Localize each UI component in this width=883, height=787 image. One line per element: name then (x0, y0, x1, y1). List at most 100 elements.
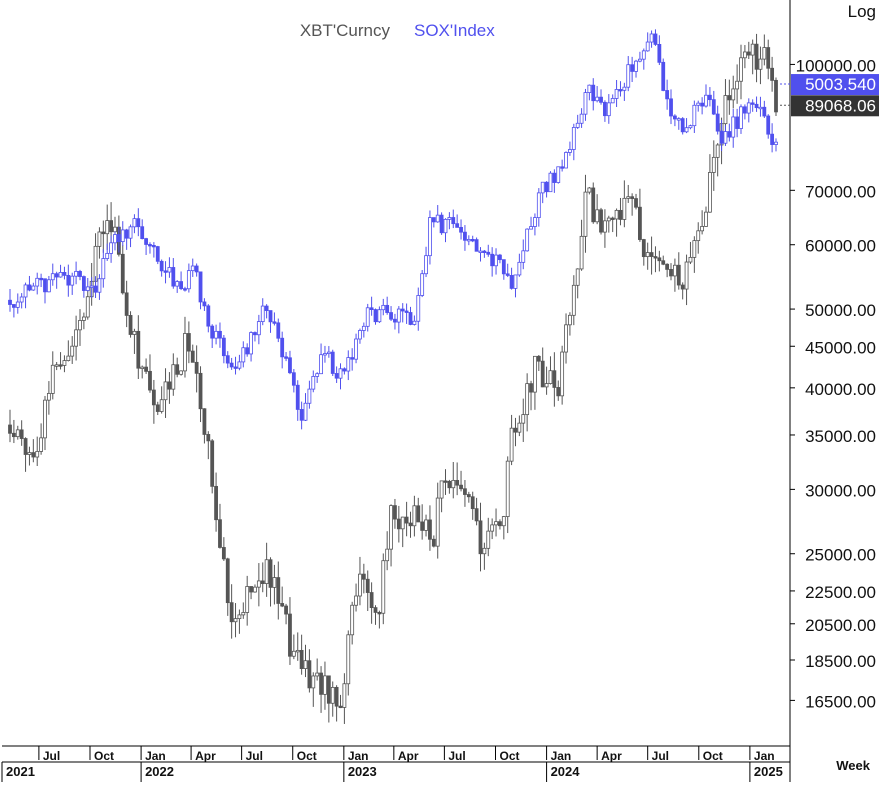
candle-body (233, 366, 238, 369)
candle (31, 282, 36, 291)
candle (116, 226, 121, 253)
candle-body (482, 250, 487, 253)
candle-body (653, 33, 658, 45)
y-tick-label: 50000.00 (805, 301, 876, 320)
candle-body (521, 414, 526, 424)
candle-body (214, 485, 218, 521)
candle-body (210, 325, 215, 339)
candle (241, 602, 246, 619)
candle-body (455, 223, 460, 228)
candle (704, 84, 708, 108)
candle (544, 366, 549, 395)
candle-body (735, 116, 740, 129)
candle-body (774, 79, 778, 113)
y-tick-label: 100000.00 (796, 56, 876, 75)
month-label: Jan (348, 749, 369, 763)
candle (291, 634, 296, 660)
candle (225, 351, 230, 369)
month-label: Apr (195, 749, 216, 763)
candle (365, 303, 370, 332)
candle (610, 94, 615, 104)
candle-body (533, 355, 537, 393)
candle (361, 563, 366, 594)
candle-body (424, 255, 428, 275)
candle-body (136, 218, 141, 228)
candle-body (163, 270, 168, 273)
candle-body (435, 497, 440, 547)
candle-body (509, 427, 514, 462)
candle (606, 94, 611, 124)
candle-body (323, 353, 327, 356)
candle (288, 350, 292, 375)
candle-body (299, 409, 304, 421)
candle-body (249, 586, 253, 593)
candle-body (39, 437, 44, 452)
candle (389, 306, 393, 322)
candle (704, 206, 708, 227)
candle (478, 247, 483, 262)
candle (78, 309, 82, 346)
period-label: Week (836, 758, 870, 773)
candle-body (579, 113, 584, 124)
candle-body (599, 96, 603, 103)
candle (303, 644, 308, 678)
candle (140, 219, 145, 240)
candle-body (723, 95, 728, 125)
candle (210, 439, 215, 494)
candle (610, 216, 615, 233)
candle (11, 304, 16, 318)
candle (319, 666, 323, 713)
candle (416, 287, 421, 331)
candle-body (466, 494, 471, 498)
candle-body (451, 217, 456, 225)
candle (311, 672, 316, 707)
candle-body (571, 284, 576, 316)
candle (595, 86, 600, 103)
candle (171, 353, 176, 396)
candle-body (97, 278, 102, 293)
candle (692, 236, 697, 273)
candle-body (540, 360, 545, 388)
candle (163, 368, 168, 418)
candle-body (626, 196, 631, 199)
candle-body (93, 285, 98, 293)
candle (101, 220, 106, 253)
candle (494, 508, 498, 537)
candle-body (323, 675, 327, 695)
candle (319, 343, 323, 375)
candle-body (116, 234, 121, 243)
candle-body (766, 47, 771, 69)
candle (428, 210, 432, 265)
candle-body (439, 214, 444, 234)
candle-body (556, 387, 561, 397)
candle (412, 315, 417, 326)
candle-body (692, 104, 697, 127)
candle (101, 249, 106, 288)
candle (575, 268, 580, 299)
candle (439, 480, 444, 513)
candle-body (439, 480, 444, 499)
candle-body (272, 321, 277, 324)
candle-body (81, 276, 86, 291)
candle-body (27, 452, 32, 455)
candle-body (564, 324, 568, 353)
candle-body (669, 98, 673, 117)
candle (245, 575, 250, 626)
candle (680, 282, 685, 300)
candle (676, 117, 681, 130)
candle-body (245, 586, 250, 613)
candle-body (614, 89, 619, 99)
candle-body (676, 264, 681, 286)
candle (762, 100, 767, 118)
candle (330, 681, 335, 717)
candle-body (603, 101, 607, 117)
candle-body (50, 364, 55, 394)
candle (455, 214, 460, 228)
candle (148, 354, 152, 393)
candle-body (206, 305, 211, 327)
candle-body (8, 424, 12, 434)
candle-body (463, 231, 467, 241)
candle (214, 324, 218, 345)
candle-body (326, 351, 331, 355)
candle (521, 239, 526, 270)
